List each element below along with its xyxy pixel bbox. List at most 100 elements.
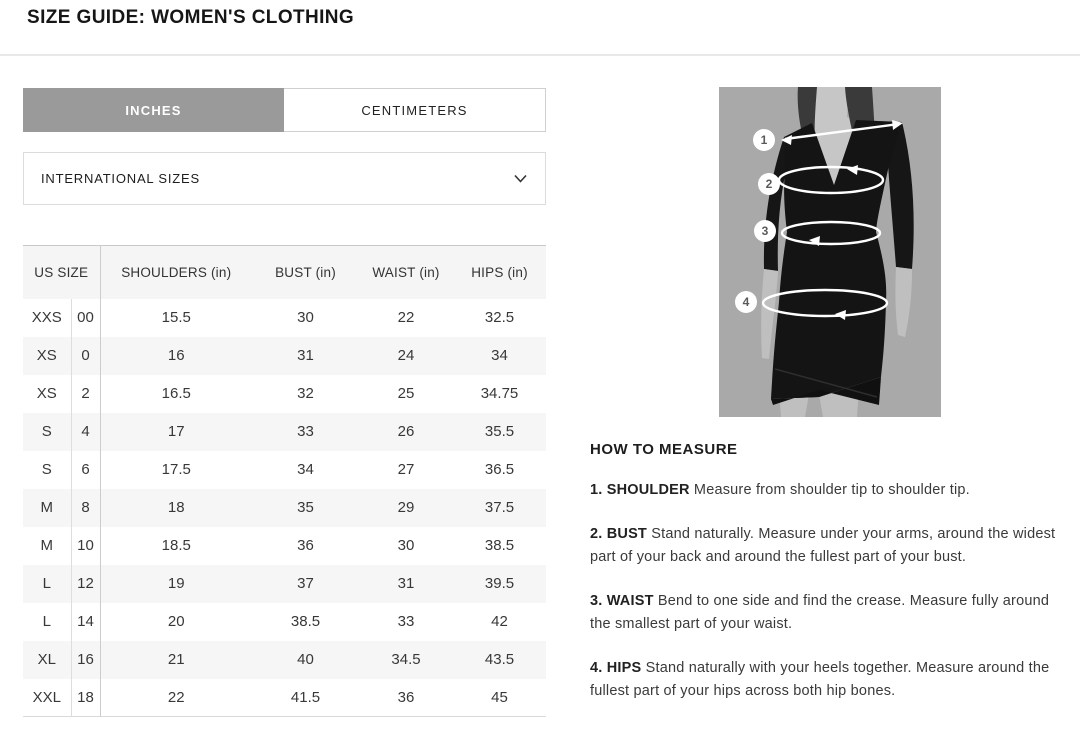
table-row: M 8 18 35 29 37.5	[23, 488, 546, 527]
chevron-down-icon	[514, 174, 527, 183]
table-row: S 6 17.5 34 27 36.5	[23, 450, 546, 489]
table-row: XS 0 16 31 24 34	[23, 336, 546, 375]
waist-cell: 27	[397, 461, 415, 478]
measure-step: 3. WAIST Bend to one side and find the c…	[590, 593, 1050, 632]
waist-cell: 36	[397, 688, 415, 706]
international-sizes-label: INTERNATIONAL SIZES	[41, 171, 200, 186]
size-label-cell: XXS	[23, 298, 72, 337]
bust-cell: 30	[297, 309, 314, 326]
measure-step: 1. SHOULDER Measure from shoulder tip to…	[590, 482, 970, 498]
hips-cell: 42	[491, 613, 508, 630]
size-label-cell: XL	[23, 640, 72, 679]
waist-cell: 31	[359, 564, 453, 603]
shoulders-cell: 22	[167, 688, 185, 706]
waist-cell: 34.5	[359, 640, 453, 679]
waist-cell: 33	[397, 613, 415, 630]
us-size-cell: 4	[71, 412, 101, 451]
us-size-cell: 10	[71, 526, 101, 565]
shoulders-cell: 20	[167, 613, 185, 630]
shoulders-cell: 18	[100, 488, 252, 527]
size-table: US SIZE SHOULDERS (in) BUST (in) WAIST (…	[23, 245, 546, 717]
waist-cell: 30	[397, 537, 415, 554]
us-size-cell: 16	[71, 640, 101, 679]
table-row: XXS 00 15.5 30 22 32.5	[23, 298, 546, 337]
bust-cell: 35	[252, 488, 359, 527]
us-size-cell: 6	[71, 450, 101, 489]
hips-cell: 43.5	[453, 640, 546, 679]
measure-step-label: 1. SHOULDER	[590, 482, 690, 498]
table-row: M 10 18.5 36 30 38.5	[23, 526, 546, 565]
how-to-measure-section: HOW TO MEASURE 1. SHOULDER Measure from …	[590, 441, 1068, 703]
bust-cell: 36	[297, 537, 314, 554]
waist-cell: 22	[397, 309, 415, 326]
shoulders-cell: 18.5	[161, 537, 191, 554]
bust-cell: 38.5	[290, 613, 321, 630]
shoulders-cell: 15.5	[161, 309, 191, 326]
bust-cell: 37	[252, 564, 359, 603]
size-label-cell: L	[23, 564, 72, 603]
shoulders-cell: 21	[100, 640, 252, 679]
shoulders-cell: 19	[100, 564, 252, 603]
header-shoulders: SHOULDERS (in)	[100, 245, 252, 299]
model-illustration	[719, 87, 941, 417]
table-row: XXL 18 22 41.5 36 45	[23, 678, 546, 717]
waist-cell: 29	[359, 488, 453, 527]
header-waist: WAIST (in)	[359, 245, 453, 299]
size-label-cell: XS	[23, 374, 72, 413]
table-header-row: US SIZE SHOULDERS (in) BUST (in) WAIST (…	[23, 245, 546, 299]
how-to-measure-title: HOW TO MEASURE	[590, 441, 738, 458]
size-label-cell: M	[23, 488, 72, 527]
hips-cell: 36.5	[484, 461, 515, 478]
bust-cell: 33	[252, 412, 359, 451]
size-label-cell: M	[23, 526, 72, 565]
waist-cell: 25	[397, 385, 415, 402]
bust-cell: 32	[297, 385, 314, 402]
shoulders-cell: 16.5	[161, 385, 191, 402]
size-label-cell: S	[23, 412, 72, 451]
hips-cell: 37.5	[453, 488, 546, 527]
hips-cell: 34.75	[480, 385, 519, 402]
size-label-cell: XS	[23, 336, 72, 375]
header-us-size: US SIZE	[23, 245, 101, 299]
size-label-cell: XXL	[23, 678, 72, 717]
marker-waist: 3	[754, 220, 776, 242]
us-size-cell: 14	[71, 602, 101, 641]
marker-shoulder: 1	[753, 129, 775, 151]
how-to-measure-steps: 1. SHOULDER Measure from shoulder tip to…	[590, 479, 1068, 703]
hips-cell: 32.5	[484, 309, 515, 326]
page-title: SIZE GUIDE: WOMEN'S CLOTHING	[27, 7, 355, 28]
table-row: L 12 19 37 31 39.5	[23, 564, 546, 603]
shoulders-cell: 16	[100, 336, 252, 375]
table-row: L 14 20 38.5 33 42	[23, 602, 546, 641]
measurement-figure-image: 1 2 3 4	[719, 87, 941, 417]
us-size-cell: 2	[71, 374, 101, 413]
shoulders-cell: 17.5	[161, 461, 191, 478]
tab-inches[interactable]: INCHES	[23, 88, 284, 132]
measure-step: 2. BUST Stand naturally. Measure under y…	[590, 526, 1056, 565]
bust-cell: 41.5	[290, 688, 321, 706]
us-size-cell: 0	[71, 336, 101, 375]
measure-step-label: 3. WAIST	[590, 593, 654, 609]
header-divider	[0, 54, 1080, 56]
waist-cell: 24	[359, 336, 453, 375]
size-table-body: XXS 00 15.5 30 22 32.5 XS 0 16 31 24 34 XS 2 16.5 32 25 3…	[23, 298, 546, 717]
tab-centimeters[interactable]: CENTIMETERS	[361, 102, 468, 118]
header-bust: BUST (in)	[252, 245, 359, 299]
table-row: S 4 17 33 26 35.5	[23, 412, 546, 451]
hips-cell: 38.5	[484, 537, 515, 554]
us-size-cell: 12	[71, 564, 101, 603]
hips-cell: 35.5	[453, 412, 546, 451]
bust-cell: 31	[252, 336, 359, 375]
bust-cell: 34	[297, 461, 314, 478]
us-size-cell: 8	[71, 488, 101, 527]
measure-step-label: 4. HIPS	[590, 660, 642, 676]
hips-cell: 39.5	[453, 564, 546, 603]
hips-cell: 34	[453, 336, 546, 375]
hips-cell: 45	[491, 688, 508, 706]
table-row: XL 16 21 40 34.5 43.5	[23, 640, 546, 679]
international-sizes-dropdown[interactable]: INTERNATIONAL SIZES	[23, 152, 546, 205]
marker-bust: 2	[758, 173, 780, 195]
bust-cell: 40	[252, 640, 359, 679]
measure-step: 4. HIPS Stand naturally with your heels …	[590, 660, 1050, 699]
size-label-cell: L	[23, 602, 72, 641]
